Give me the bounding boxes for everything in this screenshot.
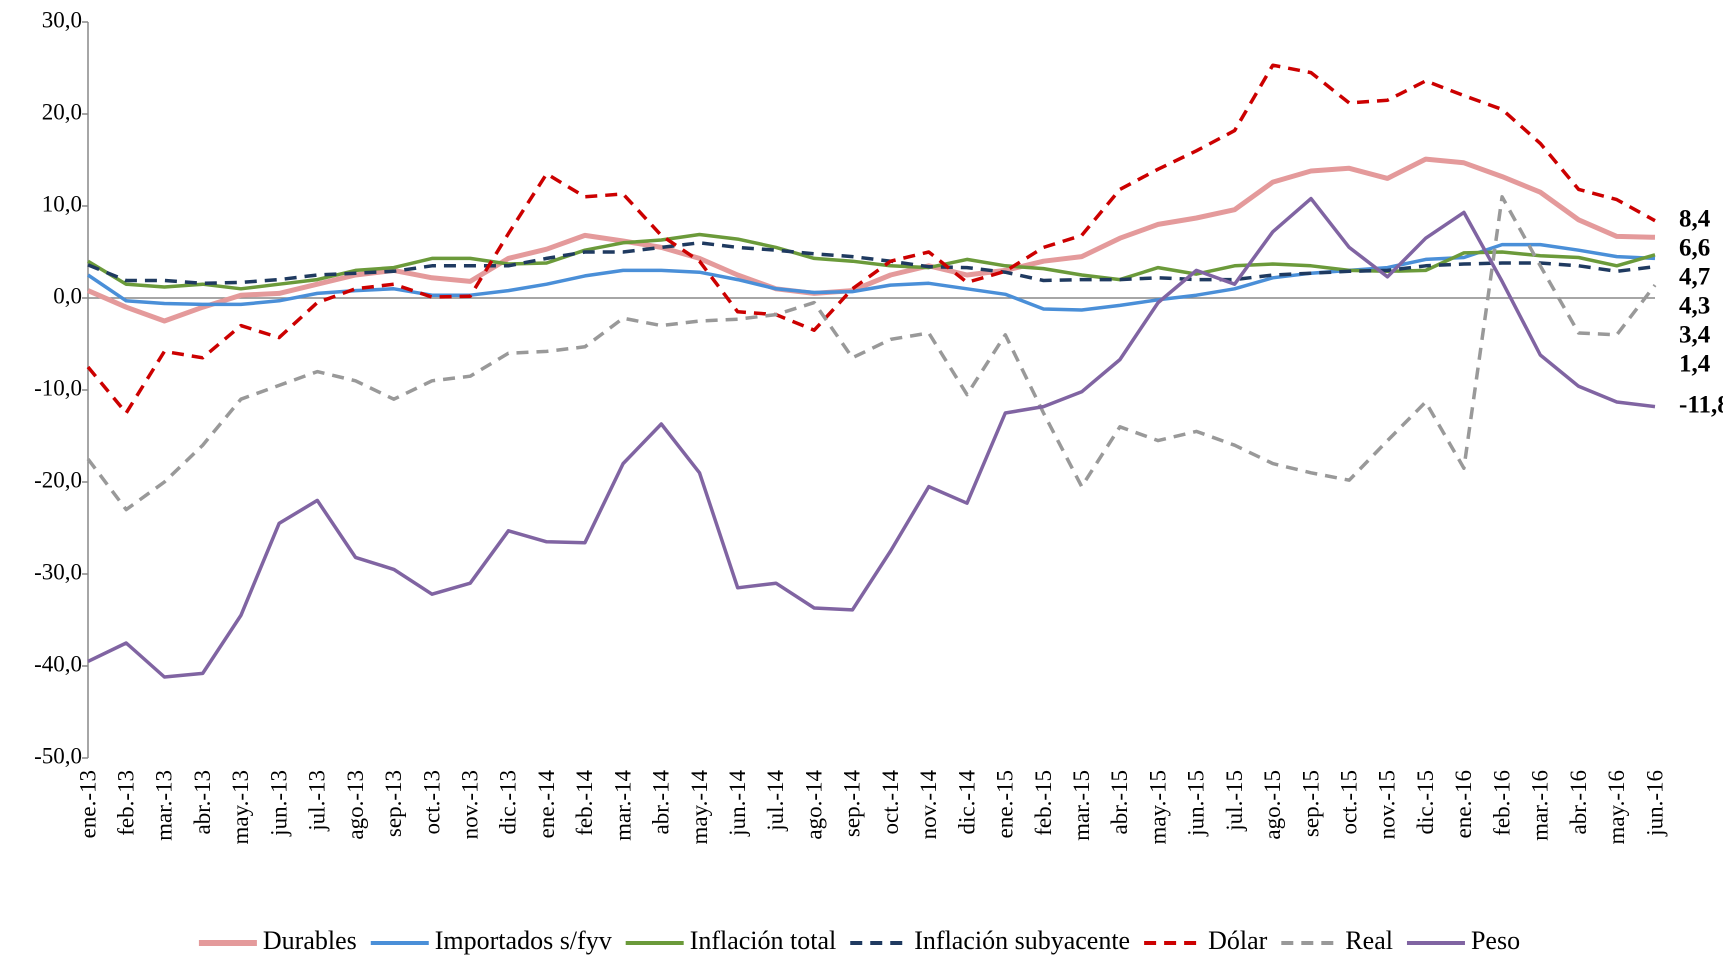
x-tick-label: mar.-13 [152, 770, 177, 841]
end-label: 6,6 [1679, 234, 1710, 261]
x-tick-label: sep.-14 [840, 770, 865, 838]
y-tick-label: -40,0 [34, 651, 82, 676]
series-line [87, 196, 1656, 679]
x-tick-label: nov.-15 [1375, 770, 1400, 839]
x-tick-label: ene.-16 [1451, 770, 1476, 838]
x-tick-label: oct.-13 [419, 770, 444, 835]
legend-label: Real [1345, 926, 1393, 955]
x-tick-label: jun.-16 [1642, 770, 1667, 837]
end-label: 1,4 [1679, 350, 1711, 377]
x-tick-label: abr.-15 [1107, 770, 1132, 835]
x-tick-label: sep.-13 [381, 770, 406, 837]
x-tick-label: feb.-14 [572, 770, 597, 836]
x-tick-label: may.-13 [228, 770, 253, 845]
legend-label: Dólar [1208, 926, 1268, 955]
x-tick-label: jul.-14 [763, 770, 788, 832]
y-tick-label: -10,0 [34, 375, 82, 400]
legend-label: Importados s/fyv [435, 926, 612, 955]
y-tick-label: -30,0 [34, 559, 82, 584]
x-tick-label: ene.-14 [534, 770, 559, 839]
x-tick-label: may.-15 [1145, 770, 1170, 845]
legend-label: Inflación subyacente [914, 926, 1130, 955]
x-tick-label: oct.-15 [1337, 770, 1362, 835]
legend-label: Peso [1471, 926, 1520, 955]
x-tick-label: nov.-14 [916, 770, 941, 840]
x-tick-label: dic.-13 [496, 770, 521, 835]
x-tick-label: mar.-15 [1069, 770, 1094, 841]
x-tick-label: sep.-15 [1298, 770, 1323, 837]
series-line [86, 63, 1656, 415]
y-tick-label: 20,0 [42, 99, 82, 124]
x-tick-label: jul.-15 [1222, 770, 1247, 832]
end-label: 8,4 [1679, 205, 1711, 232]
x-tick-label: jun.-14 [725, 770, 750, 837]
x-tick-label: ago.-13 [343, 770, 368, 840]
x-tick-label: ene.-13 [75, 770, 100, 838]
end-label: -11,8 [1679, 391, 1723, 418]
x-tick-label: jun.-15 [1184, 770, 1209, 837]
x-tick-label: abr.-13 [190, 770, 215, 835]
x-tick-label: oct.-14 [878, 770, 903, 835]
y-tick-label: 0,0 [53, 283, 82, 308]
legend-label: Inflación total [690, 926, 837, 955]
x-tick-label: may.-16 [1604, 770, 1629, 845]
legend-label: Durables [263, 926, 357, 955]
x-tick-label: abr.-16 [1566, 770, 1591, 835]
x-tick-label: dic.-15 [1413, 770, 1438, 835]
x-tick-label: ago.-14 [801, 770, 826, 840]
x-tick-label: mar.-16 [1528, 770, 1553, 841]
legend: Durables Importados s/fyv Inflación total I… [198, 926, 1520, 955]
x-tick-label: jul.-13 [305, 770, 330, 832]
end-label: 4,3 [1679, 292, 1710, 319]
x-tick-label: ago.-15 [1260, 770, 1285, 840]
x-tick-label: feb.-16 [1489, 770, 1514, 836]
x-tick-label: ene.-15 [993, 770, 1018, 838]
x-tick-label: nov.-13 [457, 770, 482, 839]
x-tick-label: dic.-14 [954, 770, 979, 835]
series-line [86, 195, 1657, 512]
end-label: 4,7 [1679, 263, 1710, 290]
x-tick-label: jun.-13 [266, 770, 291, 837]
y-tick-label: -20,0 [34, 467, 82, 492]
x-tick-label: abr.-14 [649, 770, 674, 835]
x-tick-label: feb.-13 [114, 770, 139, 836]
x-tick-label: feb.-15 [1031, 770, 1056, 836]
series-line [87, 241, 1656, 286]
y-tick-label: 30,0 [42, 7, 82, 32]
x-tick-label: may.-14 [687, 770, 712, 845]
end-label: 3,4 [1679, 321, 1711, 348]
y-tick-label: -50,0 [34, 743, 82, 768]
x-tick-label: mar.-14 [610, 770, 635, 841]
series-line [87, 156, 1656, 324]
y-tick-label: 10,0 [42, 191, 82, 216]
